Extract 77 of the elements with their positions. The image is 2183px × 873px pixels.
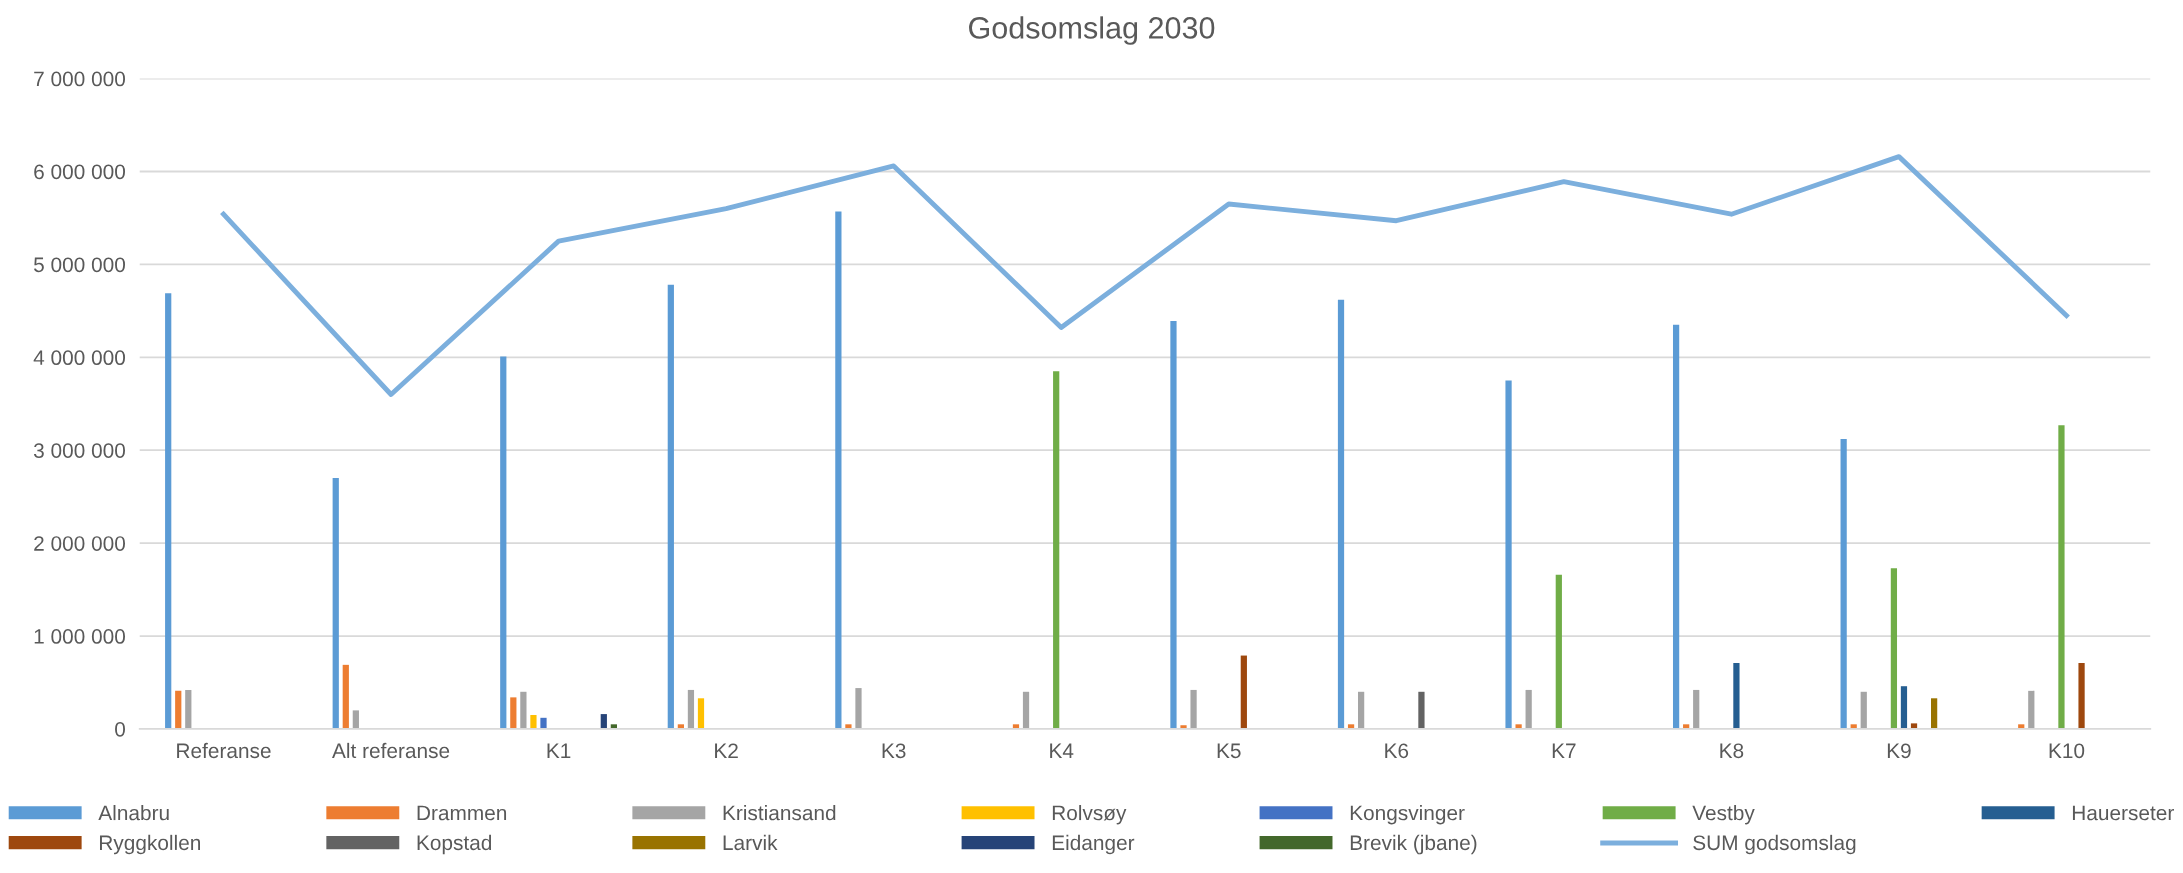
x-tick-label: K10 — [2049, 743, 2085, 759]
x-tick-label: K2 — [715, 743, 738, 758]
x-tick-label: K5 — [1217, 743, 1241, 759]
bar — [1931, 698, 1938, 729]
bar — [1890, 568, 1898, 729]
x-tick-label: K3 — [882, 743, 906, 759]
bar — [1358, 691, 1365, 729]
x-tick-label: K6 — [1385, 743, 1409, 759]
bar — [510, 697, 517, 729]
y-tick-label: 1 000 000 — [34, 629, 126, 644]
legend-label: Larvik — [723, 834, 778, 851]
line-series — [221, 154, 2069, 397]
legend-label: Kopstad — [417, 834, 492, 855]
x-tick-label: K4 — [1050, 743, 1074, 758]
bar — [1672, 324, 1680, 729]
bar — [1180, 725, 1187, 729]
bar — [667, 284, 674, 729]
x-tick-label: K8 — [1720, 743, 1744, 759]
bar — [1860, 691, 1867, 729]
x-tick-label: Referanse — [177, 742, 271, 759]
bar — [530, 715, 537, 729]
x-tick-label: K1 — [547, 743, 571, 758]
bar — [1022, 691, 1030, 729]
bar — [175, 690, 182, 729]
bar — [342, 664, 349, 729]
bar — [1418, 691, 1425, 729]
y-tick-label: 7 000 000 — [34, 71, 126, 87]
y-tick-label: 6 000 000 — [34, 164, 126, 180]
bar — [185, 689, 192, 729]
legend-label: Vestby — [1692, 804, 1755, 825]
bar — [1505, 380, 1512, 729]
legend-label: Alnabru — [98, 804, 169, 821]
legend-label: Drammen — [417, 805, 507, 821]
x-tick-label: K9 — [1887, 743, 1911, 759]
bar — [520, 691, 527, 729]
bar — [1900, 686, 1908, 729]
bar — [500, 356, 507, 729]
bar — [845, 724, 852, 729]
bar — [1555, 574, 1562, 729]
legend-label: SUM godsomslag — [1693, 834, 1856, 855]
bar — [1840, 439, 1847, 729]
legend-label: Ryggkollen — [100, 834, 200, 855]
y-tick-label: 3 000 000 — [33, 443, 126, 458]
bar — [1190, 689, 1197, 729]
y-tick-label: 2 000 000 — [34, 536, 126, 551]
bar — [165, 293, 172, 729]
bar — [1170, 321, 1177, 729]
bar — [1337, 299, 1345, 729]
bar — [332, 478, 339, 729]
bar — [1053, 371, 1060, 729]
bar — [2058, 425, 2065, 729]
bar — [352, 710, 359, 729]
bar — [1515, 724, 1522, 729]
legend-label: Rolvsøy — [1052, 804, 1127, 825]
legend-label: Kristiansand — [723, 804, 836, 821]
bar — [2078, 662, 2085, 729]
bar — [540, 717, 547, 729]
bar — [697, 698, 705, 729]
x-tick-label: K7 — [1552, 743, 1576, 758]
legend-label: Brevik (jbane) — [1350, 834, 1477, 855]
legend-label: Hauerseter — [2072, 805, 2174, 821]
bar — [687, 689, 695, 729]
legend-label: Eidanger — [1052, 834, 1135, 855]
y-tick-label: 0 — [115, 721, 126, 737]
bar — [855, 688, 862, 729]
bar — [1733, 662, 1740, 729]
bar — [1693, 689, 1700, 729]
bar — [2028, 690, 2035, 729]
chart-title: Godsomslag 2030 — [969, 16, 1215, 45]
bar — [1525, 689, 1532, 729]
legend-label: Kongsvinger — [1350, 804, 1465, 825]
bar — [600, 714, 607, 729]
y-tick-label: 4 000 000 — [33, 350, 126, 366]
y-tick-label: 5 000 000 — [33, 257, 126, 273]
bar — [1240, 655, 1247, 729]
bar — [835, 211, 842, 729]
x-tick-label: Alt referanse — [332, 742, 450, 759]
